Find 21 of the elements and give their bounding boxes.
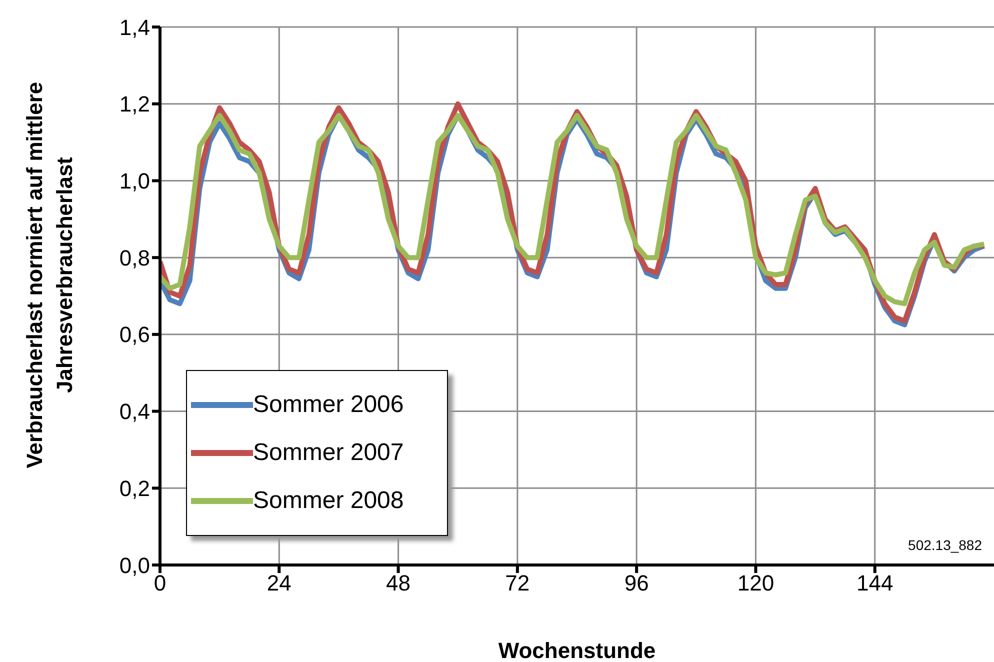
x-tick-label: 0	[154, 570, 166, 596]
legend-label: Sommer 2006	[253, 391, 404, 419]
y-tick-label: 0,0	[119, 552, 150, 578]
x-tick-label: 120	[737, 570, 774, 596]
x-tick-label: 144	[856, 570, 894, 596]
annotation: 502.13_882	[908, 537, 982, 553]
x-tick-label: 96	[624, 570, 649, 596]
legend-label: Sommer 2007	[253, 439, 404, 467]
y-tick-label: 1,0	[119, 168, 150, 194]
y-tick-label: 0,2	[119, 476, 150, 501]
y-tick-label: 1,2	[119, 92, 150, 117]
x-tick-label: 48	[386, 570, 411, 596]
x-tick-label: 72	[505, 570, 530, 596]
y-tick-label: 0,8	[119, 245, 150, 270]
y-tick-label: 1,4	[119, 14, 150, 40]
y-axis-title: Verbraucherlast normiert auf mittlere Jahresverbraucherlast	[21, 80, 78, 470]
x-tick-label: 24	[266, 570, 292, 596]
y-tick-label: 0,6	[119, 322, 150, 348]
legend-label: Sommer 2008	[253, 487, 404, 515]
y-tick-label: 0,4	[119, 399, 150, 424]
x-axis-title: Wochenstunde	[498, 638, 656, 662]
